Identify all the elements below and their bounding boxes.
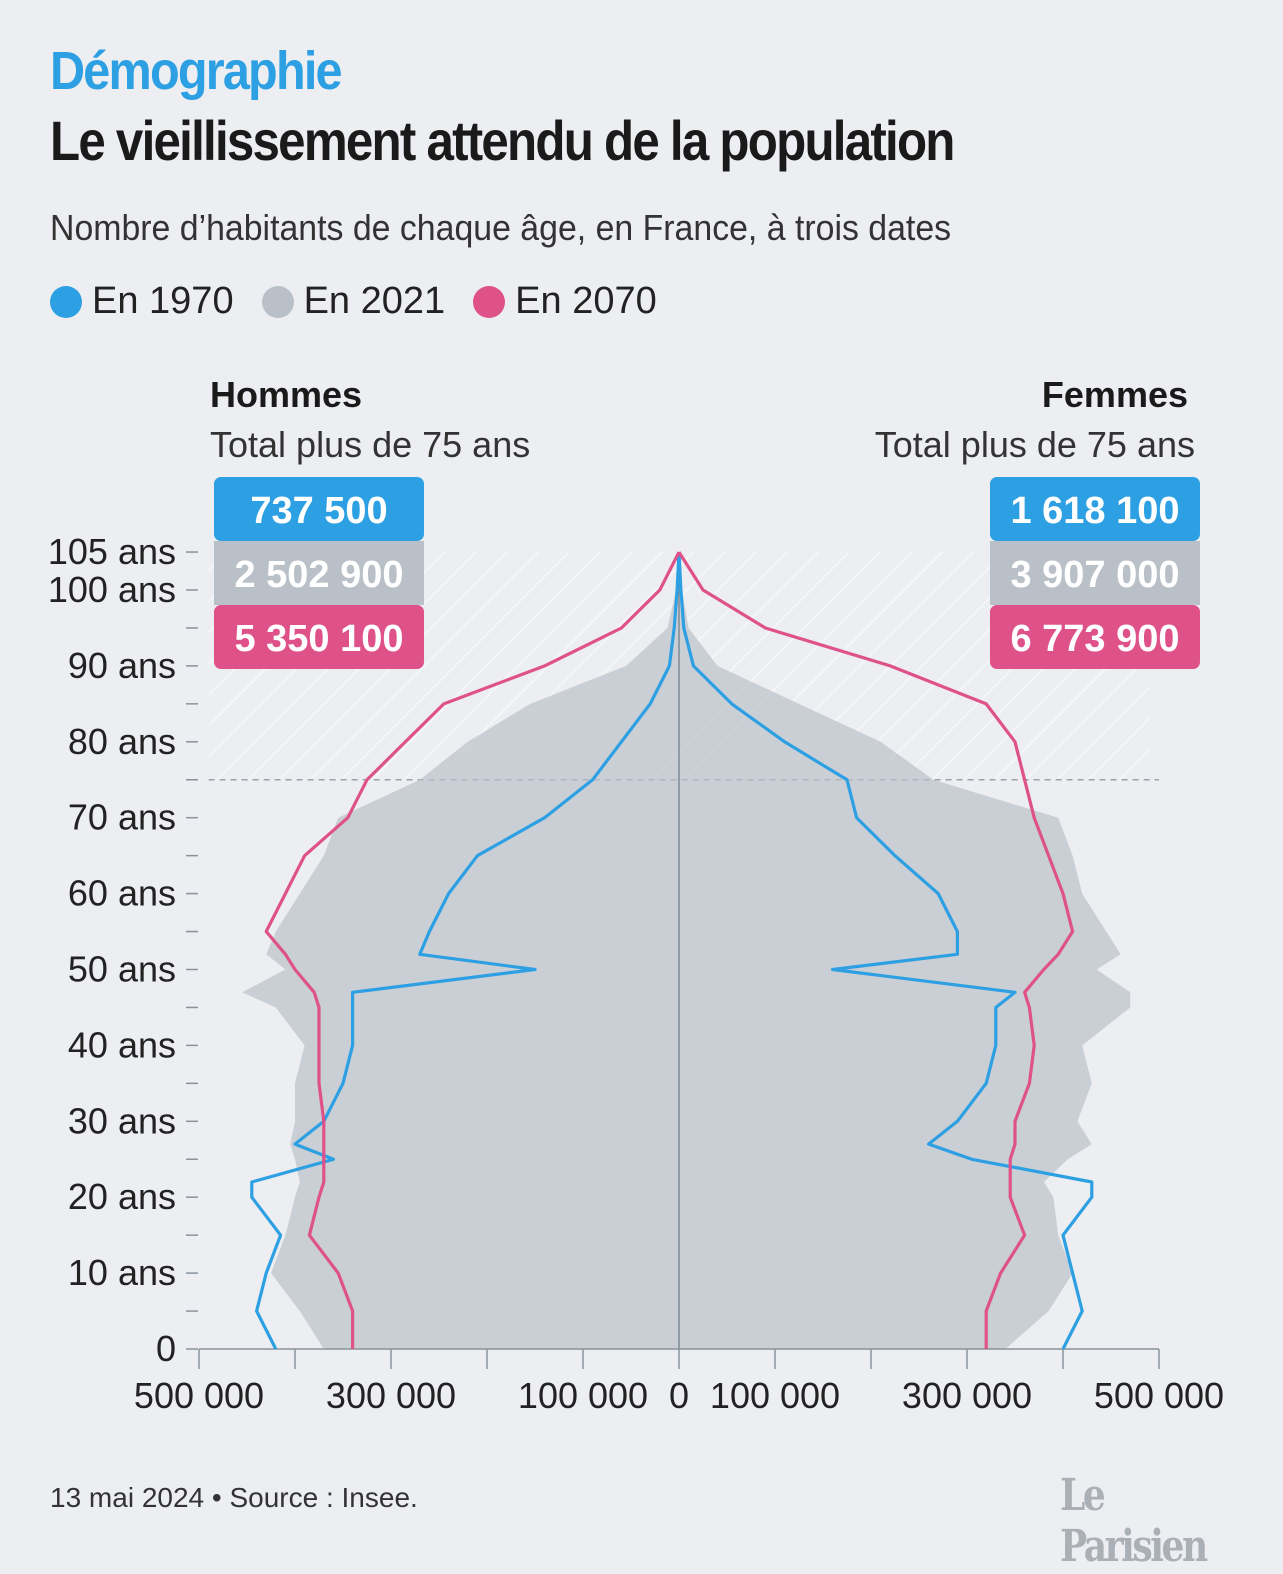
legend-item-1970: En 1970 [50,280,234,323]
femmes-totals: 1 618 100 3 907 000 6 773 900 [990,477,1200,669]
y-tick-label: 10 ans [68,1252,176,1293]
hommes-totals: 737 500 2 502 900 5 350 100 [214,477,424,669]
chart-kicker: Démographie [50,41,343,101]
badge-femmes-1970 [990,477,1200,541]
badge-femmes-2070-value: 6 773 900 [1010,618,1179,660]
femmes-subtitle: Total plus de 75 ans [875,424,1195,465]
series-en-2070-hommes-line [264,551,681,1349]
badge-femmes-2021 [990,541,1200,605]
axes [186,551,1160,1369]
y-tick-label: 70 ans [68,797,176,838]
legend-dot-2021 [261,285,294,318]
x-tick-label: 300 000 [326,1375,456,1416]
y-tick-label: 30 ans [68,1100,176,1141]
x-tick-label: 300 000 [902,1375,1032,1416]
legend: En 1970 En 2021 En 2070 [50,280,657,323]
footer-source: 13 mai 2024 • Source : Insee. [50,1482,418,1513]
legend-label-2070: En 2070 [515,280,657,322]
le-parisien-logo: Le Parisien [1060,1470,1208,1572]
legend-label-2021: En 2021 [303,280,446,322]
series-2021-area [242,552,1131,1349]
y-tick-label: 80 ans [68,721,176,762]
legend-item-2070: En 2070 [473,280,657,323]
y-tick-label: 0 [156,1328,176,1369]
tick-labels: 0 10 ans 20 ans 30 ans 40 ans 50 ans 60 ans 70 … [48,531,1224,1416]
hommes-title: Hommes [210,374,362,415]
x-tick-label: 100 000 [518,1375,648,1416]
series-en-1970-femmes-line [677,552,1094,1350]
series-en-1970-hommes-line [250,552,681,1350]
area-2021 [242,552,1131,1349]
y-tick-label: 50 ans [68,949,176,990]
badge-hommes-2070-value: 5 350 100 [234,618,403,660]
badge-hommes-1970-value: 737 500 [250,490,387,532]
x-tick-label: 100 000 [710,1375,840,1416]
badge-femmes-2021-value: 3 907 000 [1010,554,1179,596]
badge-hommes-2021 [214,541,424,605]
y-tick-label: 100 ans [48,569,176,610]
x-tick-label: 0 [669,1375,689,1416]
x-tick-label: 500 000 [1094,1375,1224,1416]
chart-subtitle: Nombre d’habitants de chaque âge, en Fra… [50,207,952,248]
chart-title: Le vieillissement attendu de la populati… [50,109,955,172]
badge-hommes-1970 [214,477,424,541]
y-tick-label: 20 ans [68,1176,176,1217]
series-en-2070-femmes-line [677,551,1075,1349]
y-tick-label: 105 ans [48,531,176,572]
femmes-title: Femmes [1042,374,1188,415]
badge-hommes-2070 [214,605,424,669]
hommes-subtitle: Total plus de 75 ans [210,424,530,465]
x-tick-label: 500 000 [134,1375,264,1416]
y-tick-label: 40 ans [68,1024,176,1065]
legend-dot-1970 [50,285,82,318]
y-tick-label: 90 ans [68,645,176,686]
y-tick-label: 60 ans [68,873,176,914]
badge-femmes-2070 [990,605,1200,669]
badge-femmes-1970-value: 1 618 100 [1010,490,1179,532]
badge-hommes-2021-value: 2 502 900 [234,554,403,596]
series-lines [250,551,1094,1350]
legend-dot-2070 [473,285,506,318]
legend-label-1970: En 1970 [92,280,234,322]
legend-item-2021: En 2021 [261,280,446,323]
